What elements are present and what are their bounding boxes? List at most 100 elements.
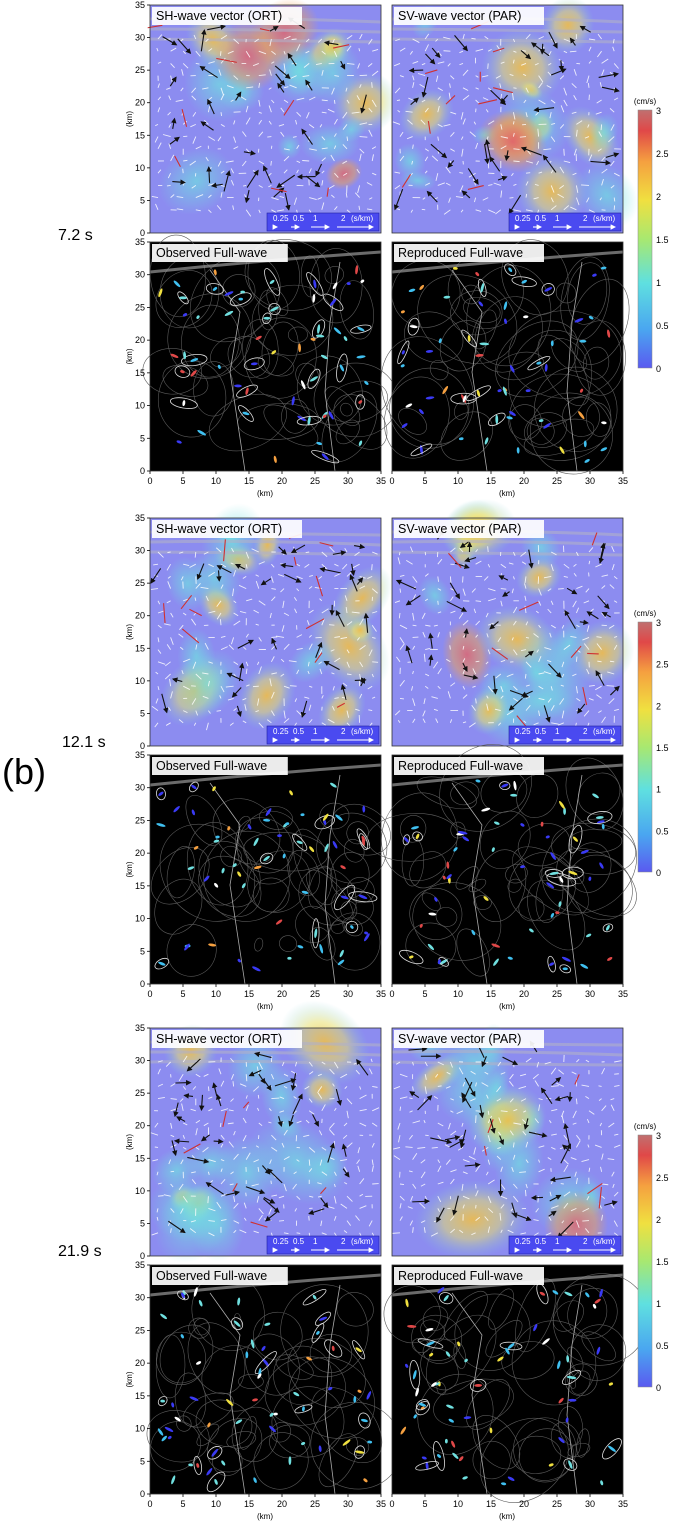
- grid-vector: [170, 194, 175, 198]
- grid-vector: [588, 1167, 591, 1172]
- grid-vector: [283, 99, 289, 103]
- station-marker: [555, 911, 560, 915]
- grid-vector: [371, 70, 379, 76]
- grid-vector: [513, 606, 518, 614]
- scale-bar-label: 1: [313, 214, 318, 223]
- grid-vector: [525, 193, 528, 198]
- grid-vector: [359, 153, 362, 162]
- grid-vector: [499, 1212, 502, 1221]
- y-tick-label: 25: [135, 1325, 145, 1335]
- station-marker: [320, 354, 328, 360]
- station-marker: [332, 282, 338, 290]
- contour-line: [239, 1416, 257, 1450]
- station-marker: [533, 1323, 538, 1332]
- contour-line: [568, 865, 585, 885]
- grid-vector: [258, 600, 266, 606]
- grid-vector: [308, 124, 315, 129]
- station-vector: [263, 165, 272, 184]
- grid-vector: [208, 1207, 216, 1212]
- grid-vector: [475, 660, 480, 663]
- grid-vector: [445, 1085, 451, 1089]
- grid-vector: [397, 109, 401, 113]
- particle-motion-ellipse: [181, 353, 208, 367]
- grid-vector: [583, 710, 590, 717]
- x-tick-label: 0: [389, 476, 394, 486]
- grid-vector: [511, 172, 514, 177]
- station-marker: [491, 943, 501, 948]
- grid-vector: [474, 1135, 477, 1140]
- grid-vector: [191, 1179, 197, 1185]
- station-marker: [174, 1416, 181, 1422]
- station-marker: [443, 1295, 449, 1302]
- amplitude-patch: [187, 552, 242, 606]
- station-vector: [410, 97, 419, 106]
- x-tick-label: 15: [244, 476, 254, 486]
- grid-vector: [183, 159, 188, 162]
- grid-vector: [351, 611, 360, 614]
- station-marker: [173, 280, 181, 288]
- grid-vector: [533, 1232, 539, 1237]
- station-marker: [446, 861, 450, 869]
- grid-vector: [538, 624, 541, 629]
- station-marker: [156, 823, 166, 827]
- y-tick-label: 0: [140, 979, 145, 989]
- scale-bar-label: 1: [555, 1237, 560, 1246]
- station-marker: [480, 283, 485, 293]
- station-marker: [600, 1480, 604, 1486]
- grid-vector: [588, 209, 595, 213]
- station-marker: [318, 1445, 322, 1453]
- panel-frame: [149, 1027, 382, 1257]
- station-vector: [605, 152, 620, 158]
- station-marker: [158, 288, 163, 298]
- grid-vector: [443, 36, 451, 40]
- panel-title: Reproduced Full-wave: [398, 246, 523, 260]
- grid-vector: [470, 1070, 476, 1075]
- station-marker: [592, 273, 597, 277]
- contour-line: [247, 239, 300, 310]
- station-marker: [579, 339, 587, 343]
- contour-line: [189, 254, 281, 343]
- grid-vector: [257, 1167, 260, 1172]
- grid-vector: [588, 60, 592, 64]
- x-axis-label: (km): [257, 489, 273, 498]
- grid-vector: [220, 1193, 228, 1197]
- station-marker: [319, 1316, 328, 1321]
- grid-vector: [357, 1165, 361, 1172]
- station-marker: [545, 835, 550, 839]
- grid-vector: [563, 50, 568, 54]
- grid-vector: [321, 618, 325, 626]
- grid-vector: [610, 160, 615, 167]
- particle-motion-ellipse: [264, 268, 281, 296]
- station-vector: [409, 1091, 420, 1099]
- grid-vector: [166, 87, 171, 90]
- grid-vector: [598, 1085, 602, 1087]
- contour-line: [404, 311, 464, 363]
- grid-vector: [315, 62, 322, 65]
- grid-vector: [597, 148, 602, 152]
- grid-vector: [195, 1073, 201, 1078]
- contour-line: [237, 810, 303, 885]
- x-tick-label: 15: [244, 989, 254, 999]
- contour-line: [316, 812, 388, 884]
- station-marker: [366, 1391, 372, 1400]
- grid-vector: [342, 124, 348, 130]
- grid-vector: [233, 120, 236, 125]
- contour-line: [534, 366, 618, 452]
- station-vector: [489, 1118, 496, 1134]
- station-marker: [263, 818, 271, 822]
- particle-motion-ellipse: [307, 368, 321, 390]
- terrain-band: [149, 37, 382, 44]
- x-tick-label: 30: [585, 989, 595, 999]
- grid-vector: [570, 206, 577, 211]
- particle-motion-ellipse: [415, 1399, 429, 1411]
- grid-vector: [182, 50, 186, 55]
- grid-vector: [522, 1130, 527, 1136]
- grid-vector: [437, 136, 439, 141]
- station-marker: [315, 334, 325, 338]
- grid-vector: [227, 1122, 234, 1125]
- grid-vector: [371, 673, 374, 678]
- grid-vector: [576, 698, 581, 702]
- contour-line: [380, 336, 475, 445]
- grid-vector: [459, 50, 464, 54]
- station-marker: [462, 395, 467, 403]
